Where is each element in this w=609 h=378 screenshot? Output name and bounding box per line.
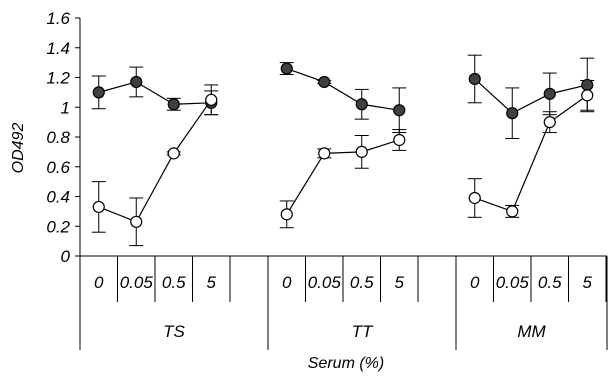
category-label: 0: [282, 273, 292, 292]
data-point: [581, 89, 594, 102]
series-line: [98, 81, 212, 105]
data-point: [506, 107, 519, 120]
series-line: [286, 139, 400, 215]
data-point: [393, 133, 406, 147]
y-tick-label: 1: [61, 98, 70, 117]
data-point: [468, 191, 481, 205]
data-point: [355, 98, 368, 111]
data-point: [468, 72, 481, 86]
series-line: [474, 94, 588, 213]
category-label: 0: [94, 273, 104, 292]
data-point: [318, 147, 331, 160]
group-label: MM: [517, 322, 546, 341]
y-tick-label: 1.6: [46, 9, 70, 28]
y-tick-label: 1.2: [46, 69, 70, 88]
data-point: [355, 145, 368, 158]
data-point: [280, 208, 293, 221]
series-line: [286, 68, 400, 111]
y-tick-label: 0.2: [46, 217, 70, 236]
series-points: [92, 62, 594, 228]
data-point: [130, 75, 143, 89]
data-point: [543, 116, 556, 129]
data-point: [92, 86, 105, 99]
category-table: 0 0.05 0.5 5 TS 0 0.05 0.5 5 TT 0 0.05 0.5 5 MM: [79, 256, 608, 350]
category-label: 0.5: [538, 273, 562, 292]
data-point: [581, 78, 594, 92]
data-point: [167, 147, 180, 160]
data-point: [318, 75, 331, 89]
series-line: [98, 99, 212, 223]
data-point: [280, 62, 293, 75]
y-axis-label: OD492: [10, 123, 27, 174]
series-line: [474, 78, 588, 114]
data-point: [130, 215, 143, 228]
data-point: [167, 98, 180, 111]
data-point: [92, 200, 105, 214]
category-label: 5: [583, 273, 593, 292]
data-point: [543, 87, 556, 100]
y-tick-label: 0.6: [46, 158, 70, 177]
category-label: 0.05: [308, 273, 342, 292]
y-tick-labels: 1.6 1.4 1.2 1 0.8 0.6 0.4 0.2 0: [46, 9, 80, 266]
data-point: [393, 104, 406, 117]
category-label: 0.05: [120, 273, 154, 292]
y-tick-label: 0: [61, 247, 71, 266]
y-tick-label: 0.8: [46, 128, 70, 147]
y-tick-label: 1.4: [46, 39, 70, 58]
category-label: 0.5: [162, 273, 186, 292]
group-label: TT: [352, 322, 374, 341]
data-point: [205, 93, 218, 106]
data-point: [506, 205, 519, 218]
series-lines: [98, 68, 588, 223]
error-bars: [91, 54, 595, 247]
category-label: 0: [470, 273, 480, 292]
category-label: 5: [395, 273, 405, 292]
group-label: TS: [163, 322, 185, 341]
x-axis-label: Serum (%): [308, 355, 384, 372]
category-label: 0.5: [350, 273, 374, 292]
category-label: 5: [207, 273, 217, 292]
axes: [79, 18, 607, 257]
y-tick-label: 0.4: [46, 188, 70, 207]
category-label: 0.05: [496, 273, 530, 292]
